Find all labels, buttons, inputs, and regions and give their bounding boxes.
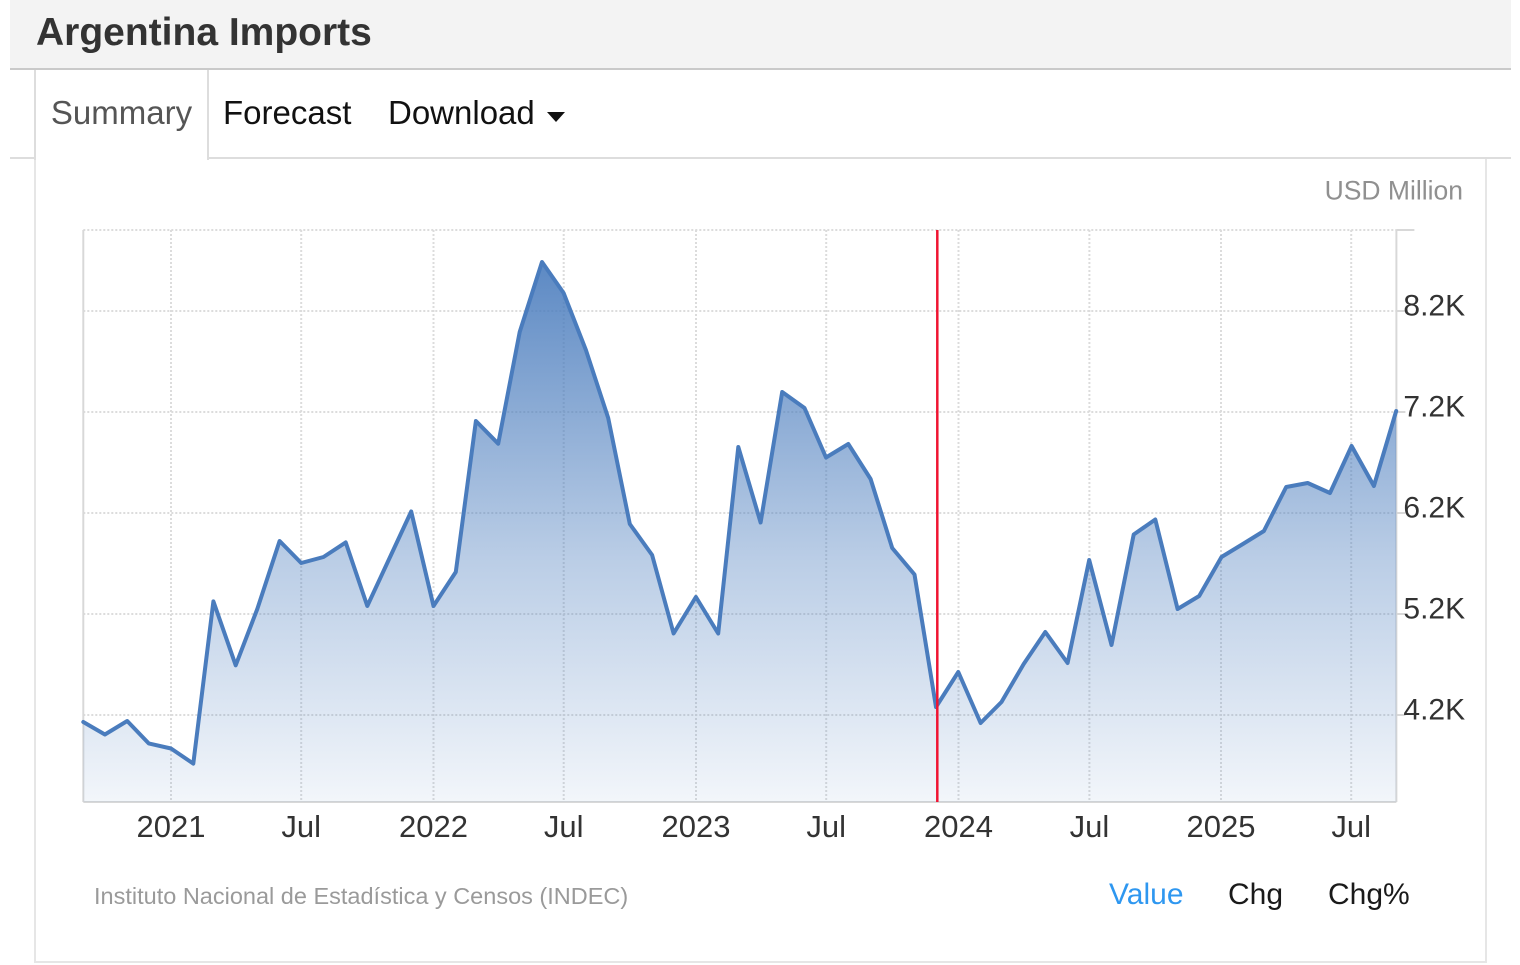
svg-text:2024: 2024 <box>924 809 993 844</box>
svg-text:5.2K: 5.2K <box>1403 593 1465 626</box>
svg-text:8.2K: 8.2K <box>1403 290 1465 323</box>
svg-text:Jul: Jul <box>281 809 321 844</box>
svg-text:2025: 2025 <box>1187 809 1256 844</box>
svg-text:2023: 2023 <box>662 809 731 844</box>
svg-text:2022: 2022 <box>399 809 468 844</box>
svg-text:Jul: Jul <box>544 809 584 844</box>
svg-text:Jul: Jul <box>806 809 846 844</box>
svg-text:7.2K: 7.2K <box>1403 391 1465 424</box>
svg-text:2021: 2021 <box>137 809 206 844</box>
svg-text:USD Million: USD Million <box>1325 176 1463 206</box>
svg-text:6.2K: 6.2K <box>1403 492 1465 525</box>
svg-text:Jul: Jul <box>1070 809 1110 844</box>
svg-text:4.2K: 4.2K <box>1403 694 1465 727</box>
svg-text:Jul: Jul <box>1331 809 1371 844</box>
